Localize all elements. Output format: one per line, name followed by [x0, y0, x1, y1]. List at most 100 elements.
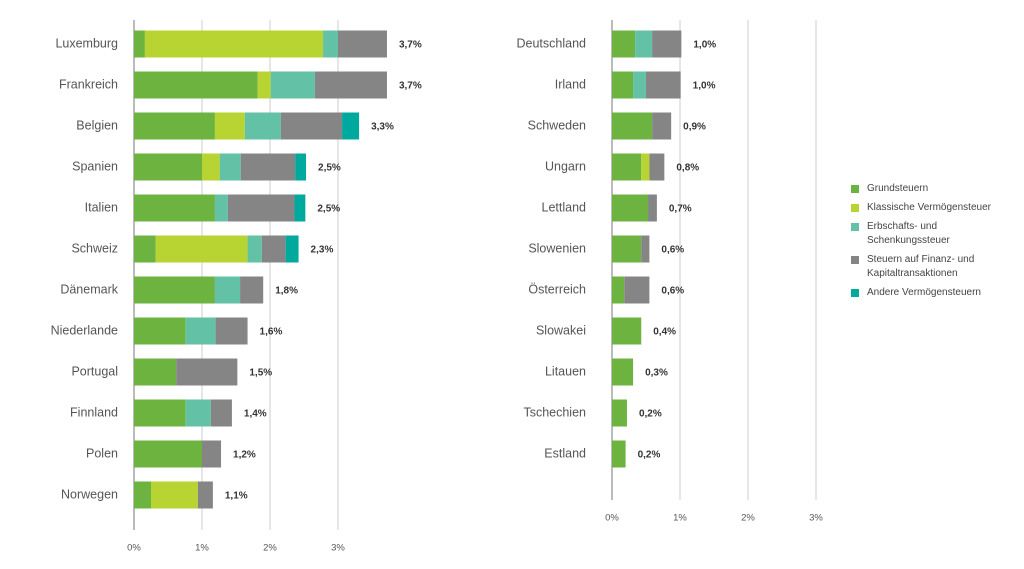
bar-segment: [612, 30, 636, 58]
category-label: Belgien: [76, 118, 118, 132]
x-tick-label: 3%: [809, 513, 823, 524]
value-label: 3,3%: [371, 122, 394, 133]
legend-item: Grundsteuern: [851, 182, 1011, 196]
bar-segment: [202, 440, 222, 468]
bar-segment: [214, 112, 245, 140]
category-label: Finnland: [70, 405, 118, 419]
legend-swatch: [851, 204, 859, 212]
category-label: Estland: [544, 446, 586, 460]
bar-segment: [342, 112, 360, 140]
bar-segment: [635, 30, 653, 58]
bar-segment: [215, 317, 248, 345]
bar-segment: [214, 276, 241, 304]
category-label: Tschechien: [523, 405, 586, 419]
value-label: 0,6%: [661, 245, 684, 256]
bar-segment: [244, 112, 281, 140]
x-tick-label: 2%: [741, 513, 755, 524]
bar-segment: [134, 317, 186, 345]
bar-segment: [612, 71, 634, 99]
bar-segment: [612, 276, 625, 304]
x-tick-label: 3%: [331, 543, 345, 554]
value-label: 1,1%: [225, 491, 248, 502]
bar-segment: [197, 481, 213, 509]
bar-segment: [134, 153, 202, 181]
bar-segment: [247, 235, 262, 263]
x-tick-label: 0%: [605, 513, 619, 524]
bar-segment: [214, 194, 228, 222]
category-label: Luxemburg: [55, 36, 118, 50]
category-label: Italien: [85, 200, 118, 214]
bar-segment: [612, 112, 653, 140]
bar-segment: [270, 71, 315, 99]
bar-segment: [641, 153, 650, 181]
bar-segment: [612, 440, 626, 468]
bar-segment: [185, 317, 216, 345]
bar-segment: [134, 71, 258, 99]
bar-segment: [261, 235, 286, 263]
category-label: Österreich: [528, 282, 586, 296]
value-label: 2,3%: [311, 245, 334, 256]
bar-segment: [210, 399, 232, 427]
bar-segment: [240, 153, 296, 181]
bar-segment: [134, 235, 156, 263]
value-label: 1,2%: [233, 450, 256, 461]
value-label: 1,0%: [693, 40, 716, 51]
value-label: 3,7%: [399, 81, 422, 92]
legend-label: Klassische Vermögensteuer: [867, 202, 991, 213]
value-label: 2,5%: [318, 163, 341, 174]
category-label: Ungarn: [545, 159, 586, 173]
category-label: Schweiz: [71, 241, 118, 255]
value-label: 1,5%: [249, 368, 272, 379]
value-label: 0,6%: [661, 286, 684, 297]
bar-segment: [294, 194, 306, 222]
category-label: Deutschland: [517, 36, 587, 50]
category-label: Norwegen: [61, 487, 118, 501]
bar-segment: [134, 194, 215, 222]
value-label: 1,4%: [244, 409, 267, 420]
bar-segment: [633, 71, 646, 99]
legend-label: Steuern auf Finanz- und Kapitaltransakti…: [867, 254, 975, 279]
bar-segment: [612, 399, 627, 427]
value-label: 1,0%: [693, 81, 716, 92]
bar-segment: [144, 30, 324, 58]
legend-item: Andere Vermögensteuern: [851, 286, 1011, 300]
x-tick-label: 1%: [673, 513, 687, 524]
value-label: 0,2%: [638, 450, 661, 461]
legend-swatch: [851, 289, 859, 297]
bar-segment: [134, 276, 215, 304]
bar-segment: [155, 235, 248, 263]
bar-segment: [134, 481, 151, 509]
x-tick-label: 1%: [195, 543, 209, 554]
value-label: 0,3%: [645, 368, 668, 379]
bar-segment: [134, 358, 177, 386]
legend: Grundsteuern Klassische Vermögensteuer Erb…: [851, 182, 1011, 305]
bar-segment: [652, 30, 682, 58]
bar-segment: [134, 112, 215, 140]
category-label: Slowakei: [536, 323, 586, 337]
bar-segment: [285, 235, 299, 263]
value-label: 1,8%: [275, 286, 298, 297]
bar-segment: [314, 71, 387, 99]
legend-swatch: [851, 256, 859, 264]
legend-swatch: [851, 185, 859, 193]
legend-item: Erbschafts- und Schenkungssteuer: [851, 220, 1011, 248]
value-label: 0,8%: [676, 163, 699, 174]
x-tick-label: 2%: [263, 543, 277, 554]
value-label: 0,4%: [653, 327, 676, 338]
bar-segment: [151, 481, 198, 509]
category-label: Slowenien: [528, 241, 586, 255]
bar-segment: [323, 30, 338, 58]
x-tick-label: 0%: [127, 543, 141, 554]
legend-item: Klassische Vermögensteuer: [851, 201, 1011, 215]
category-label: Polen: [86, 446, 118, 460]
bar-segment: [648, 194, 657, 222]
bar-segment: [134, 440, 202, 468]
bar-segment: [280, 112, 343, 140]
bar-segment: [176, 358, 238, 386]
legend-label: Erbschafts- und Schenkungssteuer: [867, 221, 950, 246]
value-label: 2,5%: [317, 204, 340, 215]
bar-segment: [649, 153, 665, 181]
bar-segment: [219, 153, 241, 181]
bar-segment: [612, 235, 642, 263]
category-label: Portugal: [71, 364, 118, 378]
